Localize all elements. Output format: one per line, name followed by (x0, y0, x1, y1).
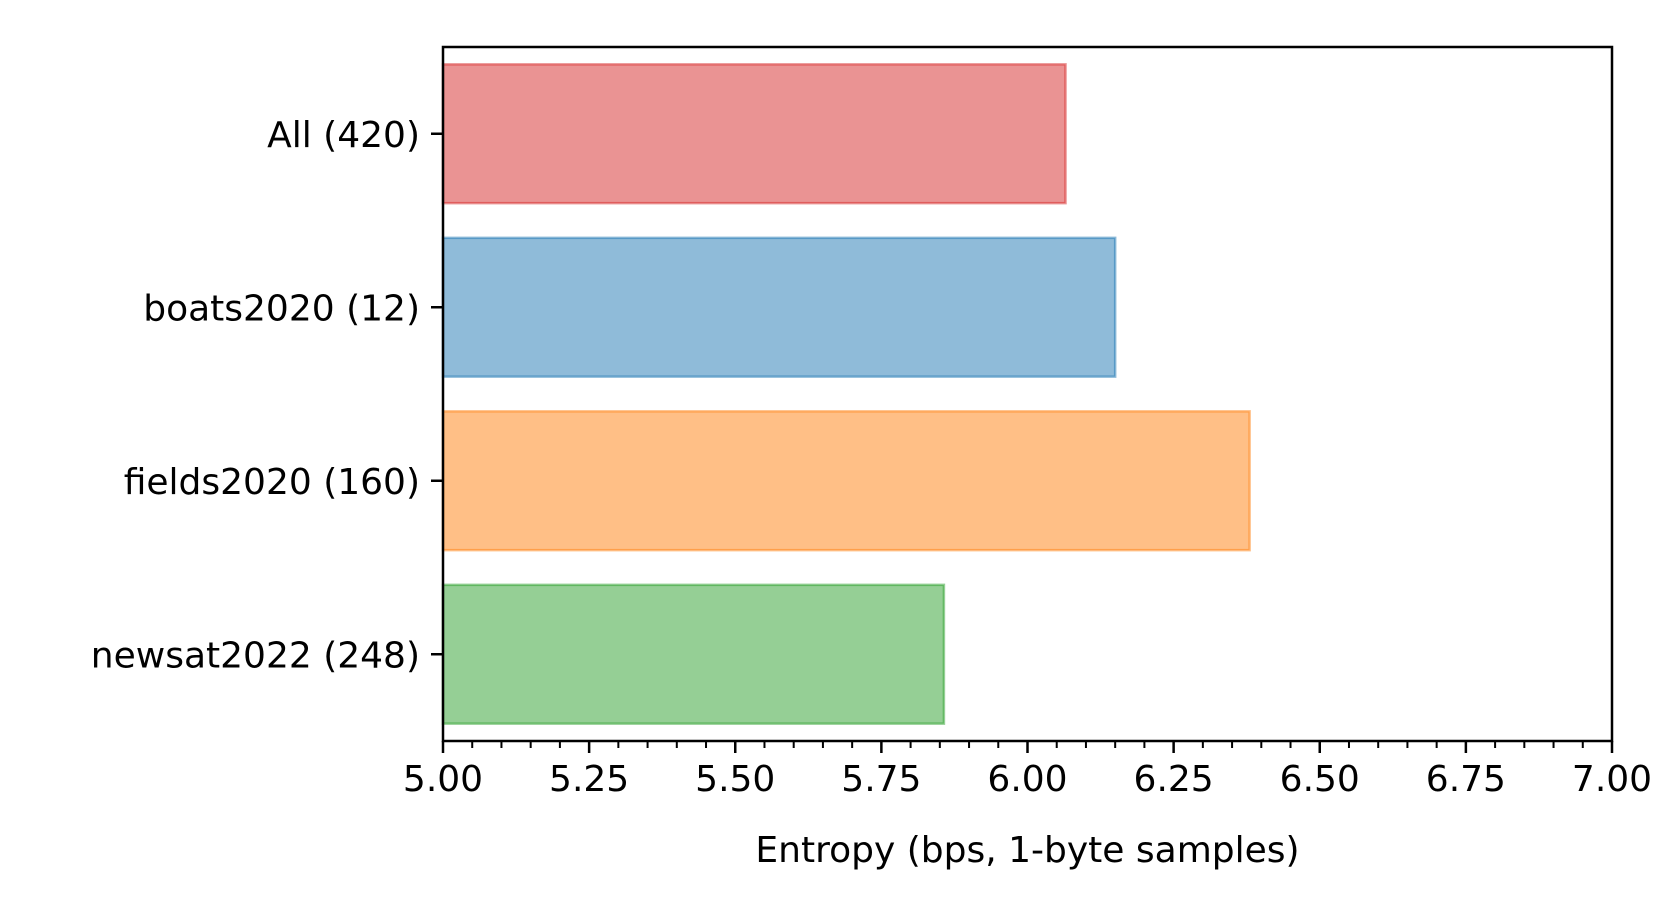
y-tick-label-1: boats2020 (12) (143, 288, 420, 329)
x-axis: 5.00 5.25 5.50 5.75 6.00 6.25 6.50 6.75 7.00 (403, 741, 1652, 800)
y-tick-label-2: fields2020 (160) (124, 462, 420, 503)
x-tick-label-1: 5.25 (549, 759, 629, 800)
x-axis-title: Entropy (bps, 1-byte samples) (755, 830, 1299, 871)
x-tick-label-5: 6.25 (1134, 759, 1214, 800)
x-tick-label-3: 5.75 (841, 759, 921, 800)
y-axis: All (420) boats2020 (12) fields2020 (160) n… (91, 115, 443, 676)
x-tick-label-7: 6.75 (1426, 759, 1506, 800)
x-tick-label-4: 6.00 (987, 759, 1067, 800)
y-tick-label-0: All (420) (267, 115, 420, 156)
bar-0 (441, 63, 1067, 205)
x-tick-label-2: 5.50 (695, 759, 775, 800)
bar-3 (441, 583, 946, 725)
y-tick-label-3: newsat2022 (248) (91, 635, 420, 676)
bars-layer (441, 63, 1251, 725)
bar-2 (441, 410, 1251, 552)
x-tick-label-6: 6.50 (1280, 759, 1360, 800)
x-tick-label-0: 5.00 (403, 759, 483, 800)
x-tick-label-8: 7.00 (1572, 759, 1652, 800)
bar-1 (441, 236, 1117, 378)
